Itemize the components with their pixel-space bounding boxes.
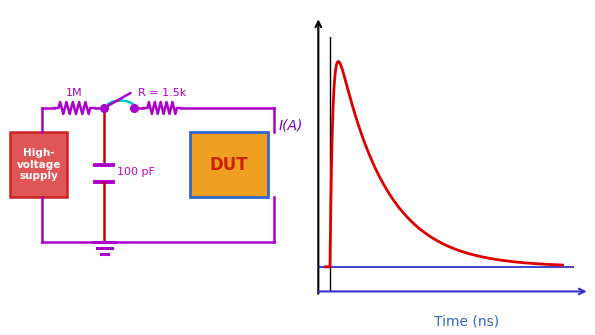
Text: I(A): I(A) <box>278 119 303 133</box>
FancyBboxPatch shape <box>11 132 67 197</box>
Text: High-
voltage
supply: High- voltage supply <box>17 148 61 181</box>
FancyBboxPatch shape <box>190 132 268 197</box>
Text: R = 1.5k: R = 1.5k <box>138 88 186 98</box>
Text: 1M: 1M <box>66 88 83 98</box>
Text: 100 pF: 100 pF <box>117 167 155 177</box>
Text: DUT: DUT <box>210 155 248 174</box>
Text: Time (ns): Time (ns) <box>434 314 499 328</box>
